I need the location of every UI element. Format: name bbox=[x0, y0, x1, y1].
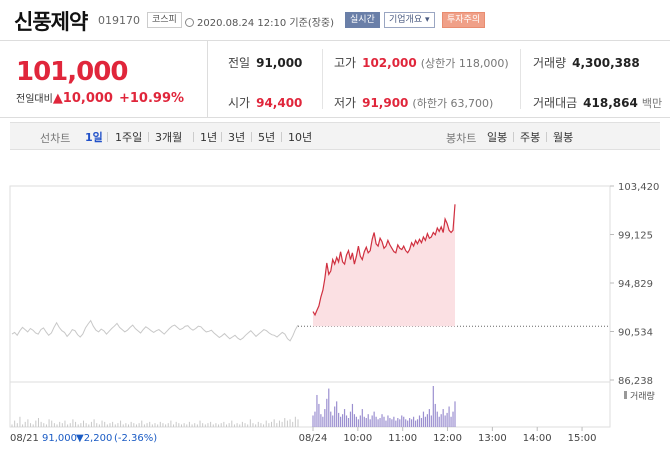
prev-day-change: ▼2,200 bbox=[76, 433, 112, 444]
price-summary: 101,000 전일대비▲10,000 +10.99% 전일 91,000 시가 94… bbox=[0, 40, 670, 118]
x-tick-label: 13:00 bbox=[478, 433, 507, 444]
low-value: 91,900 bbox=[362, 96, 409, 110]
volume-icon bbox=[624, 391, 627, 399]
amount-unit: 백만 bbox=[641, 97, 663, 110]
candle-chart-title: 봉차트 bbox=[446, 132, 477, 145]
x-tick-label: 11:00 bbox=[388, 433, 417, 444]
prev-close-value: 91,000 bbox=[256, 56, 303, 70]
prev-day-line bbox=[11, 319, 299, 342]
volume-label: 거래량 bbox=[630, 390, 655, 402]
tab-1w[interactable]: 1주일 bbox=[115, 131, 143, 144]
company-overview-dropdown[interactable]: 기업개요 ▾ bbox=[384, 12, 435, 28]
stock-code: 019170 bbox=[98, 14, 140, 27]
today-line bbox=[312, 204, 456, 317]
prev-day-close: 91,000 bbox=[42, 433, 77, 444]
tab-weekly-candle[interactable]: 주봉 bbox=[520, 131, 541, 144]
y-tick-label: 90,534 bbox=[618, 327, 653, 338]
y-tick-label: 103,420 bbox=[618, 182, 659, 193]
investment-warning-badge[interactable]: 투자주의 bbox=[442, 12, 486, 28]
low-label: 저가 bbox=[334, 96, 357, 110]
y-tick-label: 99,125 bbox=[618, 230, 653, 241]
tab-5y[interactable]: 5년 bbox=[258, 131, 276, 144]
x-tick-label: 15:00 bbox=[568, 433, 597, 444]
tab-1y[interactable]: 1년 bbox=[200, 131, 218, 144]
prev-close: 전일 91,000 bbox=[228, 54, 302, 71]
change-label: 전일대비 bbox=[16, 94, 53, 105]
x-tick-label: 10:00 bbox=[343, 433, 372, 444]
prev-day-date: 08/21 bbox=[10, 433, 39, 444]
lower-limit: (하한가 63,700) bbox=[412, 97, 494, 110]
x-tick-label: 12:00 bbox=[433, 433, 462, 444]
realtime-button[interactable]: 실시간 bbox=[345, 12, 380, 28]
change-value: ▲10,000 bbox=[52, 91, 113, 106]
high-price: 고가 102,000 (상한가 118,000) bbox=[334, 54, 509, 71]
high-value: 102,000 bbox=[362, 56, 417, 70]
tab-monthly-candle[interactable]: 월봉 bbox=[553, 131, 574, 144]
x-tick-label: 14:00 bbox=[523, 433, 552, 444]
tab-10y[interactable]: 10년 bbox=[288, 131, 313, 144]
prev-close-label: 전일 bbox=[228, 56, 251, 70]
volume-value: 4,300,388 bbox=[572, 56, 640, 70]
tab-3y[interactable]: 3년 bbox=[228, 131, 246, 144]
change-percent: +10.99% bbox=[118, 91, 185, 106]
open-value: 94,400 bbox=[256, 96, 303, 110]
trade-amount: 거래대금 418,864 백만 bbox=[533, 94, 662, 111]
low-price: 저가 91,900 (하한가 63,700) bbox=[334, 94, 493, 111]
volume-label: 거래량 bbox=[533, 56, 567, 70]
y-tick-label: 94,829 bbox=[618, 279, 653, 290]
clock-icon bbox=[185, 18, 194, 27]
current-price: 101,000 bbox=[16, 57, 128, 87]
current-price-box: 101,000 전일대비▲10,000 +10.99% bbox=[0, 41, 208, 118]
market-badge: 코스피 bbox=[147, 12, 182, 28]
intraday-chart: 103,420 99,125 94,829 90,534 86,238 거래량 08/24 1… bbox=[0, 152, 670, 457]
prev-day-pct: (-2.36%) bbox=[114, 433, 157, 444]
open-label: 시가 bbox=[228, 96, 251, 110]
chart-period-tabs: 선차트 1일 1주일 3개월 1년 3년 5년 10년 봉차트 일봉 주봉 월봉 bbox=[10, 122, 660, 150]
y-tick-label: 86,238 bbox=[618, 376, 653, 387]
price-chart-svg: 103,420 99,125 94,829 90,534 86,238 거래량 08/24 1… bbox=[9, 182, 659, 444]
amount-label: 거래대금 bbox=[533, 96, 578, 110]
today-area bbox=[313, 204, 455, 327]
tab-1d[interactable]: 1일 bbox=[85, 131, 103, 144]
stock-name: 신풍제약 bbox=[14, 10, 88, 34]
amount-value: 418,864 bbox=[583, 96, 638, 110]
price-change: 전일대비▲10,000 +10.99% bbox=[16, 90, 184, 106]
quote-datetime-text: 2020.08.24 12:10 기준(장중) bbox=[197, 18, 335, 29]
quote-datetime: 2020.08.24 12:10 기준(장중) bbox=[185, 14, 334, 29]
upper-limit: (상한가 118,000) bbox=[420, 57, 509, 70]
line-chart-title: 선차트 bbox=[40, 132, 71, 145]
volume: 거래량 4,300,388 bbox=[533, 54, 640, 71]
chart-frame bbox=[9, 185, 611, 428]
x-tick-label: 08/24 bbox=[299, 433, 328, 444]
open-price: 시가 94,400 bbox=[228, 94, 302, 111]
high-label: 고가 bbox=[334, 56, 357, 70]
stock-header: 신풍제약 019170 코스피 2020.08.24 12:10 기준(장중) … bbox=[0, 0, 670, 40]
tab-3m[interactable]: 3개월 bbox=[155, 131, 183, 144]
tab-daily-candle[interactable]: 일봉 bbox=[487, 131, 508, 144]
